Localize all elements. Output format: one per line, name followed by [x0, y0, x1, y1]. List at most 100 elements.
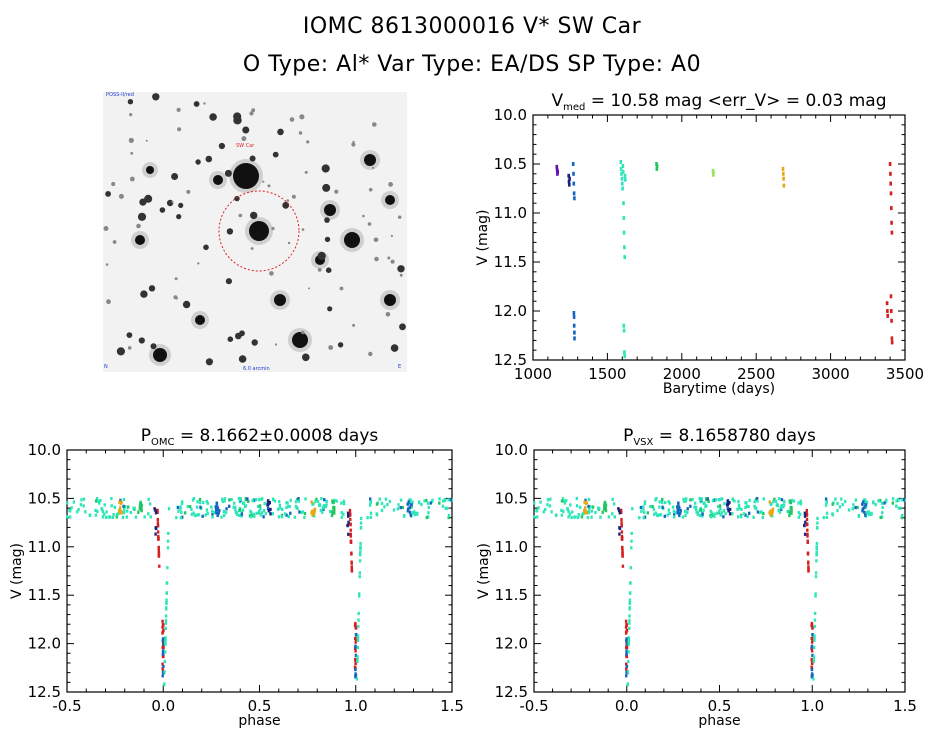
- data-point: [642, 516, 645, 520]
- data-point: [354, 621, 357, 626]
- star: [127, 346, 132, 350]
- data-point: [573, 330, 576, 335]
- data-point: [844, 499, 847, 504]
- data-point: [620, 176, 624, 181]
- star: [249, 155, 256, 162]
- star: [145, 139, 148, 142]
- data-point: [222, 509, 225, 513]
- data-point: [804, 520, 807, 524]
- data-point: [427, 511, 430, 515]
- data-point: [885, 301, 889, 306]
- data-point: [225, 507, 228, 511]
- data-point: [782, 503, 786, 507]
- star: [174, 277, 178, 281]
- data-point: [360, 516, 363, 520]
- data-point: [286, 501, 289, 505]
- data-point: [262, 509, 266, 513]
- star: [205, 358, 213, 366]
- data-point: [684, 513, 687, 517]
- data-point: [164, 614, 168, 618]
- data-point: [211, 515, 214, 519]
- series-blue: [571, 162, 576, 341]
- data-point: [94, 499, 98, 503]
- series-red: [885, 162, 894, 345]
- data-point: [319, 508, 323, 512]
- star: [242, 126, 250, 134]
- data-point: [649, 504, 652, 509]
- data-point: [325, 499, 328, 503]
- data-point: [161, 625, 164, 629]
- data-point: [786, 510, 789, 514]
- data-point: [190, 507, 193, 511]
- data-point: [811, 637, 814, 641]
- data-point: [603, 504, 606, 508]
- star: [292, 332, 308, 348]
- data-point: [778, 497, 781, 501]
- data-point: [163, 670, 166, 674]
- data-point: [879, 498, 882, 503]
- data-point: [807, 569, 810, 573]
- data-point: [806, 532, 809, 536]
- data-point: [380, 501, 384, 505]
- data-point: [760, 510, 763, 514]
- data-point: [161, 631, 164, 635]
- data-point: [449, 498, 452, 502]
- data-point: [587, 504, 590, 508]
- data-point: [676, 508, 679, 512]
- data-point: [746, 515, 749, 519]
- data-point: [161, 674, 164, 678]
- data-point: [149, 515, 152, 519]
- data-point: [340, 511, 343, 515]
- data-point: [768, 511, 771, 515]
- data-point: [134, 515, 138, 519]
- data-point: [861, 502, 864, 506]
- data-point: [684, 499, 688, 503]
- data-point: [805, 517, 809, 521]
- data-point: [221, 499, 224, 503]
- data-point: [156, 517, 159, 522]
- data-point: [625, 667, 628, 671]
- data-point: [621, 186, 624, 191]
- data-point: [94, 513, 98, 517]
- data-point: [900, 516, 903, 520]
- star: [390, 259, 395, 264]
- data-point: [752, 515, 755, 519]
- data-point: [788, 511, 792, 515]
- data-point: [99, 499, 102, 503]
- data-point: [332, 500, 335, 504]
- data-point: [722, 509, 726, 513]
- data-point: [782, 171, 785, 176]
- data-point: [715, 511, 718, 515]
- data-point: [816, 525, 819, 530]
- data-point: [157, 549, 160, 553]
- data-point: [161, 649, 165, 653]
- data-point: [890, 206, 893, 211]
- data-point: [658, 505, 661, 509]
- data-point: [350, 552, 353, 556]
- data-point: [566, 508, 569, 512]
- data-point: [624, 619, 628, 623]
- data-point: [447, 498, 450, 502]
- data-point: [865, 500, 869, 504]
- data-point: [349, 523, 352, 527]
- data-point: [143, 515, 146, 519]
- sky-label-scale: 6.0 arcmin: [243, 366, 270, 372]
- data-point: [900, 498, 903, 502]
- data-point: [778, 510, 782, 514]
- data-point: [154, 532, 157, 536]
- data-point: [728, 512, 732, 516]
- data-point: [323, 504, 326, 508]
- data-point: [218, 509, 221, 513]
- data-point: [854, 498, 858, 502]
- data-point: [408, 510, 412, 514]
- data-point: [164, 621, 168, 625]
- data-point: [250, 511, 253, 515]
- data-point: [333, 506, 336, 510]
- data-point: [667, 500, 670, 504]
- data-point: [234, 505, 237, 509]
- data-point: [115, 515, 118, 519]
- data-point: [769, 513, 772, 517]
- data-point: [241, 501, 245, 505]
- star: [249, 221, 269, 241]
- data-point: [623, 245, 626, 250]
